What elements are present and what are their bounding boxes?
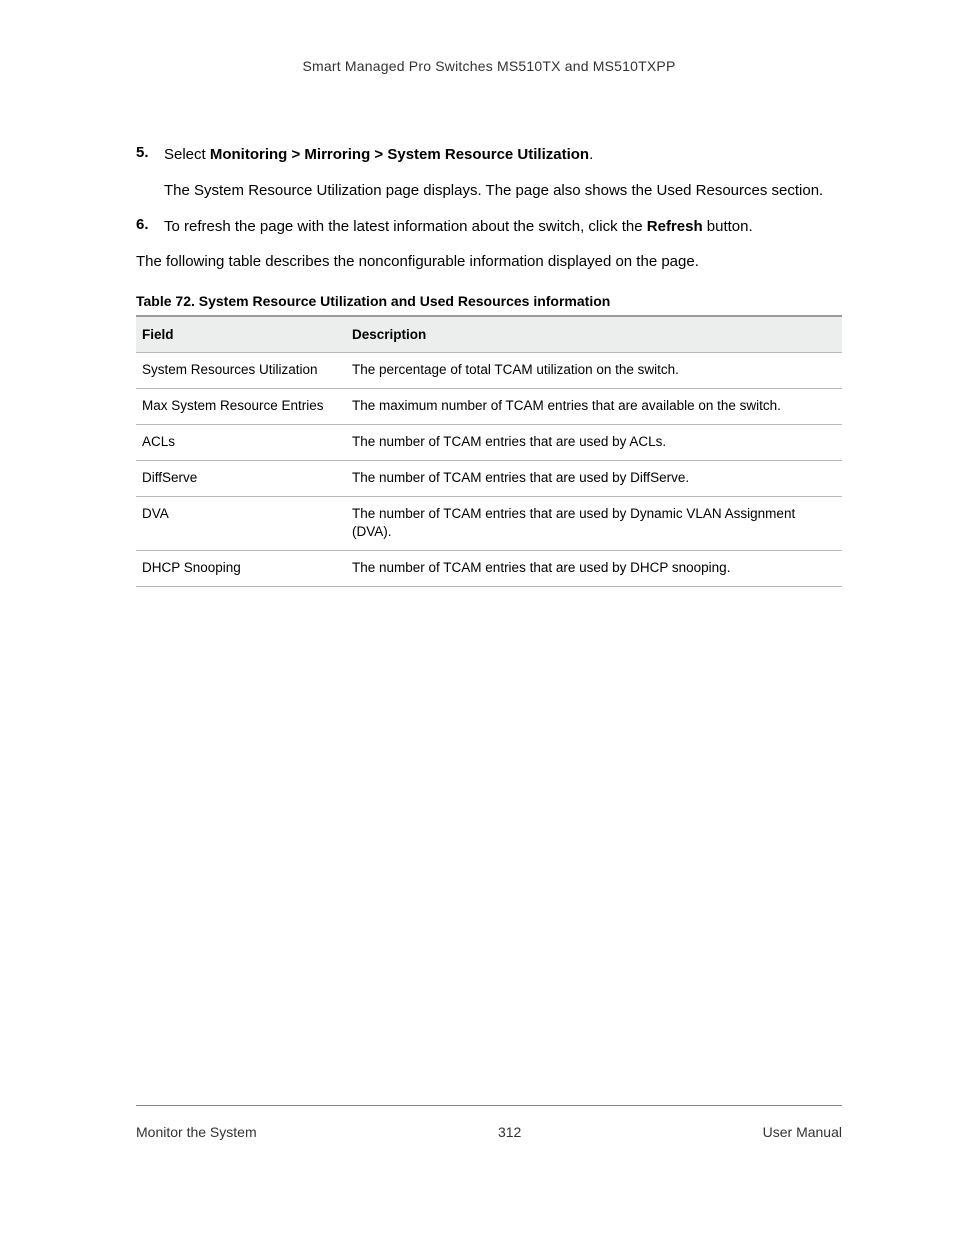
table-row: ACLs The number of TCAM entries that are…: [136, 424, 842, 460]
table-row: DVA The number of TCAM entries that are …: [136, 496, 842, 551]
step-bold: Refresh: [647, 218, 703, 235]
cell-field: DiffServe: [136, 460, 346, 496]
cell-desc: The maximum number of TCAM entries that …: [346, 388, 842, 424]
footer-row: Monitor the System 312 User Manual: [136, 1124, 842, 1140]
step-prefix: Select: [164, 146, 210, 163]
footer-left: Monitor the System: [136, 1124, 257, 1140]
footer-right: User Manual: [763, 1124, 842, 1140]
table-caption: Table 72. System Resource Utilization an…: [136, 293, 842, 309]
table-row: DiffServe The number of TCAM entries tha…: [136, 460, 842, 496]
cell-desc: The number of TCAM entries that are used…: [346, 460, 842, 496]
page-footer: Monitor the System 312 User Manual: [136, 1105, 842, 1140]
cell-desc: The number of TCAM entries that are used…: [346, 551, 842, 587]
col-header-field: Field: [136, 316, 346, 353]
intro-paragraph: The following table describes the noncon…: [136, 251, 842, 273]
table-row: DHCP Snooping The number of TCAM entries…: [136, 551, 842, 587]
step-6: 6. To refresh the page with the latest i…: [136, 216, 842, 238]
step-number: 6.: [136, 216, 164, 238]
table-header-row: Field Description: [136, 316, 842, 353]
resource-table: Field Description System Resources Utili…: [136, 315, 842, 587]
step-prefix: To refresh the page with the latest info…: [164, 218, 647, 235]
footer-rule: [136, 1105, 842, 1106]
cell-field: System Resources Utilization: [136, 353, 346, 389]
step-body: To refresh the page with the latest info…: [164, 216, 842, 238]
table-row: Max System Resource Entries The maximum …: [136, 388, 842, 424]
main-content: 5. Select Monitoring > Mirroring > Syste…: [136, 144, 842, 587]
cell-desc: The number of TCAM entries that are used…: [346, 424, 842, 460]
step-5-sub: The System Resource Utilization page dis…: [164, 180, 842, 202]
col-header-description: Description: [346, 316, 842, 353]
cell-desc: The percentage of total TCAM utilization…: [346, 353, 842, 389]
cell-field: DVA: [136, 496, 346, 551]
step-body: Select Monitoring > Mirroring > System R…: [164, 144, 842, 166]
page-content: Smart Managed Pro Switches MS510TX and M…: [136, 58, 842, 587]
step-suffix: button.: [703, 218, 753, 235]
page-header-title: Smart Managed Pro Switches MS510TX and M…: [136, 58, 842, 74]
step-suffix: .: [589, 146, 593, 163]
cell-field: ACLs: [136, 424, 346, 460]
step-5: 5. Select Monitoring > Mirroring > Syste…: [136, 144, 842, 166]
cell-field: Max System Resource Entries: [136, 388, 346, 424]
footer-page-number: 312: [498, 1124, 521, 1140]
step-bold: Monitoring > Mirroring > System Resource…: [210, 146, 589, 163]
cell-field: DHCP Snooping: [136, 551, 346, 587]
cell-desc: The number of TCAM entries that are used…: [346, 496, 842, 551]
step-number: 5.: [136, 144, 164, 166]
table-row: System Resources Utilization The percent…: [136, 353, 842, 389]
